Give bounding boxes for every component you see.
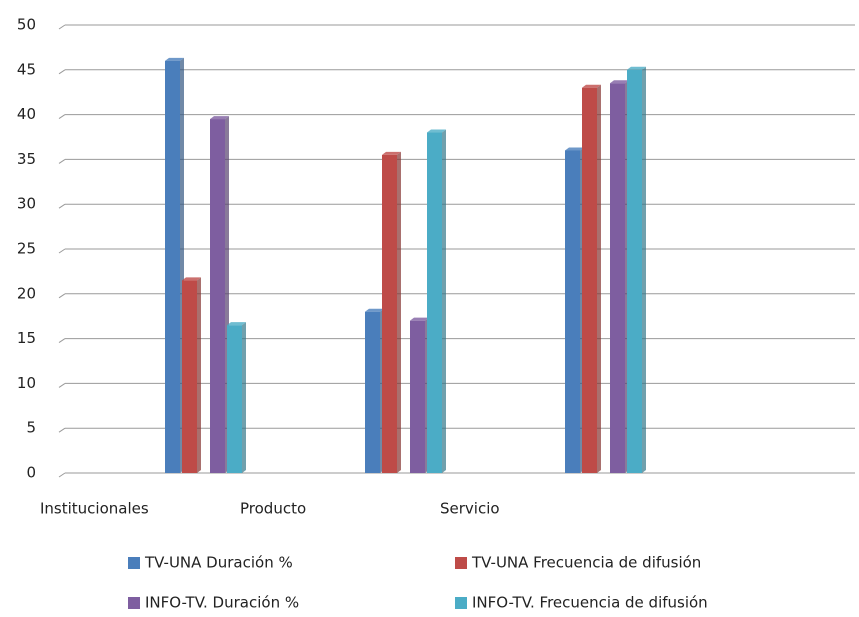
bar-top bbox=[365, 308, 384, 312]
bar bbox=[610, 83, 625, 474]
y-tick-label: 50 bbox=[17, 16, 36, 34]
y-tick-label: 35 bbox=[17, 150, 36, 168]
legend-label: TV-UNA Frecuencia de difusión bbox=[471, 554, 701, 572]
bar bbox=[582, 87, 597, 473]
tick-mark bbox=[58, 114, 66, 120]
tick-mark bbox=[58, 203, 66, 209]
x-tick-label: Institucionales bbox=[40, 500, 149, 518]
bar-side bbox=[442, 129, 446, 473]
legend-label: INFO-TV. Frecuencia de difusión bbox=[472, 594, 708, 612]
bar-top bbox=[610, 80, 629, 84]
bar-top bbox=[382, 151, 401, 155]
bar bbox=[210, 119, 225, 473]
bar bbox=[165, 60, 180, 474]
bar bbox=[427, 132, 442, 473]
bar bbox=[410, 320, 425, 473]
legend-swatch bbox=[455, 557, 467, 569]
tick-mark bbox=[58, 382, 66, 388]
bar-side bbox=[597, 84, 601, 473]
bar-top bbox=[227, 322, 246, 326]
y-tick-label: 45 bbox=[17, 60, 36, 78]
bar-top bbox=[182, 277, 201, 281]
y-tick-label: 15 bbox=[17, 329, 36, 347]
bar-top bbox=[165, 57, 184, 61]
bar bbox=[382, 154, 397, 474]
y-tick-label: 20 bbox=[17, 284, 36, 302]
legend-swatch bbox=[128, 557, 140, 569]
bar-top bbox=[427, 129, 446, 133]
bar-top bbox=[627, 66, 646, 70]
bar-side bbox=[397, 151, 401, 474]
x-tick-label: Servicio bbox=[440, 500, 500, 518]
tick-mark bbox=[58, 427, 66, 433]
tick-mark bbox=[58, 338, 66, 344]
x-tick-label: Producto bbox=[240, 500, 306, 518]
bar-top bbox=[410, 317, 429, 321]
y-tick-label: 30 bbox=[17, 195, 36, 213]
tick-mark bbox=[58, 158, 66, 164]
bar bbox=[365, 311, 380, 473]
legend-swatch bbox=[128, 597, 140, 609]
y-tick-label: 0 bbox=[26, 464, 36, 482]
y-tick-label: 40 bbox=[17, 105, 36, 123]
bar-top bbox=[582, 84, 601, 88]
y-tick-label: 5 bbox=[26, 419, 36, 437]
legend-label: TV-UNA Duración % bbox=[144, 554, 293, 572]
bar bbox=[565, 150, 580, 473]
tick-mark bbox=[58, 293, 66, 299]
bar-side bbox=[642, 66, 646, 474]
bar bbox=[627, 69, 642, 474]
bar-top bbox=[210, 116, 229, 120]
y-tick-label: 10 bbox=[17, 374, 36, 392]
bar-top bbox=[565, 147, 584, 151]
bar bbox=[227, 325, 242, 473]
tick-mark bbox=[58, 24, 66, 30]
tick-mark bbox=[58, 248, 66, 254]
legend-swatch bbox=[455, 597, 467, 609]
y-tick-label: 25 bbox=[17, 240, 36, 258]
tick-mark bbox=[58, 472, 66, 478]
bar-side bbox=[242, 322, 246, 473]
legend-label: INFO-TV. Duración % bbox=[145, 594, 299, 612]
bar bbox=[182, 280, 197, 473]
bar-side bbox=[197, 277, 201, 473]
tick-mark bbox=[58, 69, 66, 75]
